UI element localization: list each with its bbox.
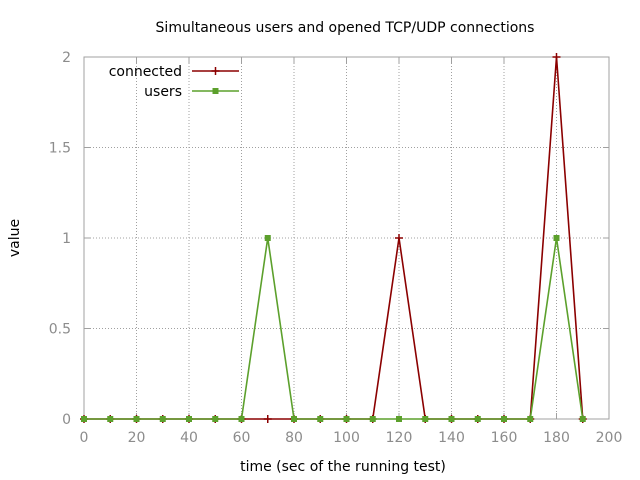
series-users <box>81 235 586 422</box>
users-point <box>501 416 507 422</box>
users-point <box>527 416 534 422</box>
y-tick-label: 0 <box>62 412 71 428</box>
users-point <box>238 416 245 422</box>
axis-ticks: 0 20 40 60 80 100 120 140 160 180 200 0 0.5 1 1.5 2 <box>49 50 623 446</box>
x-tick-label: 120 <box>386 430 413 446</box>
grid <box>84 57 609 419</box>
users-point <box>81 416 87 422</box>
users-point <box>133 416 140 422</box>
y-tick-label: 1.5 <box>49 141 71 157</box>
x-tick-label: 60 <box>233 430 251 446</box>
users-point <box>422 416 429 422</box>
y-tick-label: 2 <box>62 50 71 66</box>
users-point <box>317 416 324 422</box>
x-tick-label: 160 <box>491 430 518 446</box>
users-point <box>553 235 560 241</box>
legend-marker-users <box>212 88 219 94</box>
legend: connected users <box>109 64 239 100</box>
x-tick-label: 40 <box>180 430 198 446</box>
x-tick-label: 0 <box>80 430 89 446</box>
connected-point <box>552 53 561 61</box>
users-point <box>212 416 219 422</box>
users-point <box>264 235 271 241</box>
legend-label-connected: connected <box>109 64 182 80</box>
connected-point <box>263 415 272 423</box>
series-layer <box>80 53 587 423</box>
users-point <box>107 416 114 422</box>
x-tick-label: 200 <box>596 430 623 446</box>
y-tick-label: 1 <box>62 231 71 247</box>
x-tick-label: 140 <box>438 430 465 446</box>
connected-point <box>395 234 403 242</box>
users-point <box>343 416 350 422</box>
x-tick-label: 100 <box>333 430 360 446</box>
legend-marker-connected <box>211 67 220 75</box>
users-point <box>369 416 376 422</box>
x-axis-label: time (sec of the running test) <box>240 459 446 475</box>
users-point <box>159 416 166 422</box>
users-point <box>579 416 586 422</box>
y-tick-label: 0.5 <box>49 322 71 338</box>
x-tick-label: 20 <box>128 430 146 446</box>
legend-label-users: users <box>144 84 182 100</box>
y-axis-label: value <box>7 219 23 257</box>
users-point <box>186 416 192 422</box>
users-line <box>84 237 584 420</box>
x-tick-label: 80 <box>285 430 303 446</box>
users-point <box>396 416 402 422</box>
users-point <box>448 416 455 422</box>
chart-title: Simultaneous users and opened TCP/UDP co… <box>156 20 535 36</box>
users-point <box>474 416 481 422</box>
users-point <box>291 416 297 422</box>
x-tick-label: 180 <box>543 430 570 446</box>
